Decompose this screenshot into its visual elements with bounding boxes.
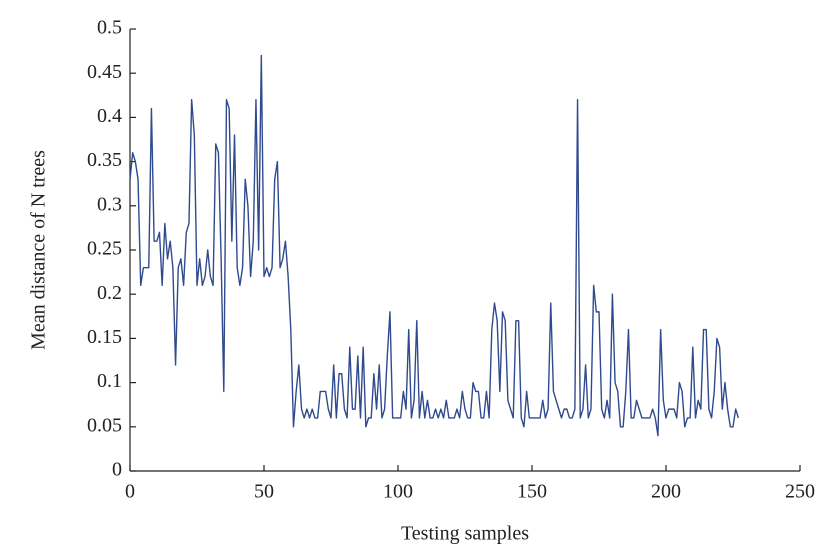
y-tick-label: 0.05 [87, 414, 122, 436]
x-tick-label: 200 [651, 481, 681, 503]
y-tick-label: 0.1 [97, 370, 122, 392]
x-axis-label: Testing samples [401, 523, 529, 545]
y-tick-label: 0.5 [97, 17, 122, 39]
data-line [129, 54, 740, 437]
y-tick-label: 0.35 [87, 149, 122, 171]
y-tick-label: 0.15 [87, 326, 122, 348]
y-tick-label: 0.2 [97, 282, 122, 304]
y-tick-label: 0.4 [97, 105, 122, 127]
y-axis-label: Mean distance of N trees [28, 150, 50, 350]
y-tick-label: 0.3 [97, 193, 122, 215]
x-tick-label: 0 [125, 481, 135, 503]
x-tick-label: 50 [254, 481, 274, 503]
y-tick-label: 0.25 [87, 238, 122, 260]
y-tick-label: 0.45 [87, 61, 122, 83]
y-tick-label: 0 [112, 459, 122, 481]
x-tick-label: 250 [785, 481, 815, 503]
x-tick-label: 150 [517, 481, 547, 503]
x-tick-label: 100 [383, 481, 413, 503]
